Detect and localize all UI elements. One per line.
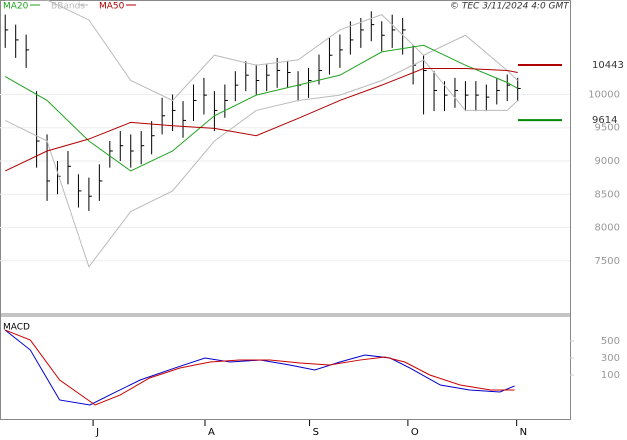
line-series — [5, 329, 515, 406]
y-tick-label: 8000 — [595, 223, 620, 234]
line-series — [4, 44, 518, 172]
y-tick-label: 10000 — [588, 89, 620, 100]
y-tick-label: 500 — [601, 336, 620, 347]
line-series — [5, 68, 518, 172]
last-value-label: 10443 — [592, 60, 624, 71]
x-tick-label: J — [95, 427, 99, 438]
y-tick-label: 8500 — [595, 189, 620, 200]
y-tick-label: 9500 — [595, 123, 620, 134]
legend-label: MA50 — [99, 2, 125, 12]
macd-title: MACD — [3, 323, 30, 333]
last-value-label: 9614 — [592, 115, 617, 126]
line-series — [5, 0, 519, 102]
y-tick-label: 7500 — [595, 256, 620, 267]
legend-label: MA20 — [3, 2, 29, 12]
x-tick-label: N — [520, 427, 527, 438]
line-series — [4, 329, 515, 406]
legend-label: BBands — [51, 2, 85, 12]
x-tick-label: O — [411, 427, 419, 438]
y-tick-label: 9000 — [595, 156, 620, 167]
x-tick-label: S — [313, 427, 319, 438]
y-tick-label: 100 — [601, 370, 620, 381]
y-tick-label: 300 — [601, 353, 620, 364]
credit: © TEC 3/11/2024 4:0 GMT — [450, 2, 570, 12]
line-series — [5, 59, 519, 268]
frame — [0, 0, 571, 420]
x-tick-label: A — [208, 427, 215, 438]
